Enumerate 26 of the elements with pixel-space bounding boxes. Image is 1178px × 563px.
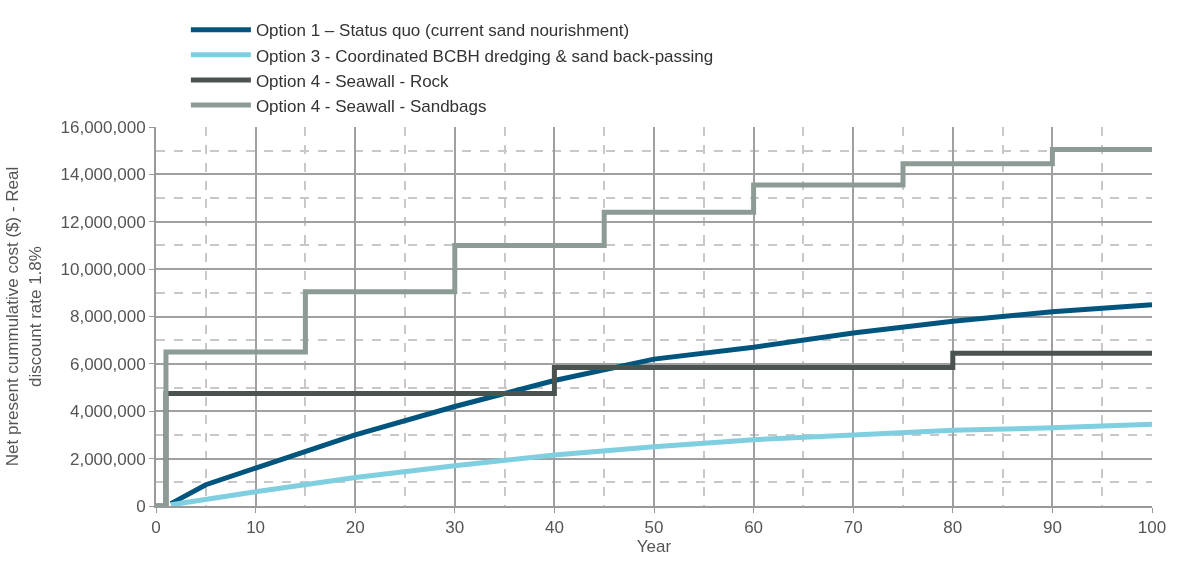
y-tick-label: 12,000,000	[60, 212, 146, 232]
y-tick-label: 8,000,000	[69, 307, 146, 327]
legend-label: Option 1 – Status quo (current sand nourishment)	[255, 21, 630, 41]
x-tick-label: 40	[544, 518, 564, 538]
y-axis-title: Net present cummulative cost ($) - Real discount rate 1.8%	[3, 166, 45, 467]
y-tick-label: 16,000,000	[60, 117, 146, 137]
x-tick-label: 80	[943, 518, 963, 538]
y-tick-label: 14,000,000	[60, 165, 146, 185]
x-tick-label: 10	[246, 518, 266, 538]
x-axis-title: Year	[636, 537, 672, 557]
y-tick-label: 2,000,000	[69, 449, 146, 469]
y-tick-label: 6,000,000	[69, 354, 146, 374]
x-tick-label: 0	[151, 518, 161, 538]
x-tick-label: 60	[744, 518, 764, 538]
x-tick-label: 50	[644, 518, 664, 538]
x-tick-label: 30	[445, 518, 465, 538]
y-tick-label: 10,000,000	[60, 260, 146, 280]
x-tick-label: 70	[843, 518, 863, 538]
x-tick-label: 100	[1137, 518, 1167, 538]
legend-label: Option 4 - Seawall - Sandbags	[255, 96, 487, 116]
legend-label: Option 4 - Seawall - Rock	[255, 71, 450, 91]
x-tick-label: 20	[345, 518, 365, 538]
x-tick-label: 90	[1042, 518, 1062, 538]
legend-label: Option 3 - Coordinated BCBH dredging & sand back-passing	[255, 46, 714, 66]
y-tick-label: 0	[136, 496, 146, 516]
y-tick-label: 4,000,000	[69, 402, 146, 422]
